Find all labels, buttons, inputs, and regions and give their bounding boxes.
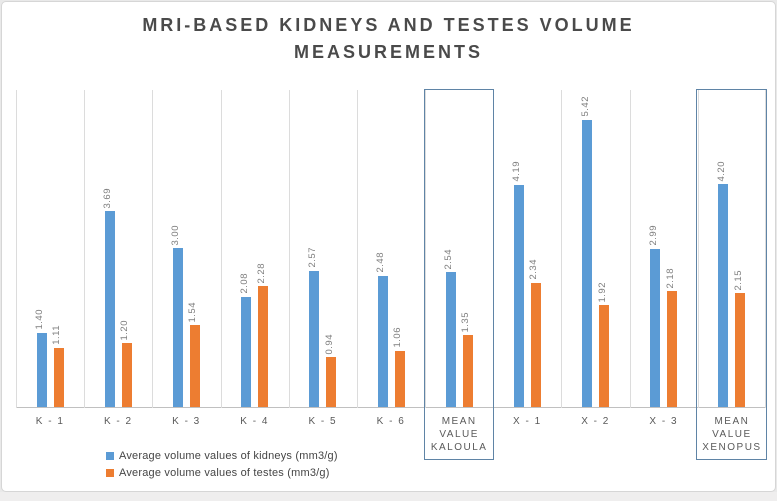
- gridline: [220, 90, 222, 408]
- value-label: 1.06: [392, 327, 403, 348]
- bar-testes-10: [667, 291, 678, 407]
- value-label: 2.34: [528, 259, 540, 280]
- bar-kidneys-1: [36, 332, 47, 407]
- page-background-strip: [0, 492, 777, 501]
- value-label: 1.92: [596, 281, 608, 303]
- value-label: 3.00: [170, 224, 182, 246]
- chart-frame: MRI-BASED KIDNEYS AND TESTES VOLUME MEAS…: [1, 1, 776, 492]
- value-label: 5.42: [579, 96, 591, 117]
- value-label: 4.19: [511, 161, 523, 182]
- bar-testes-11: [735, 293, 746, 407]
- legend-row: Average volume values of kidneys (mm3/g): [106, 447, 338, 464]
- bar-kidneys-3: [172, 248, 183, 407]
- value-label: 1.11: [51, 325, 63, 346]
- legend-label: Average volume values of testes (mm3/g): [119, 466, 330, 479]
- x-axis-line: [16, 407, 767, 408]
- legend-swatch-icon: [106, 451, 114, 460]
- gridline: [425, 90, 427, 408]
- category-label: MEAN VALUE XENOPUS: [702, 416, 762, 453]
- bar-kidneys-10: [650, 248, 661, 407]
- bar-testes-9: [599, 305, 610, 407]
- category-label: K - 6: [376, 416, 406, 427]
- category-label: X - 1: [513, 416, 542, 427]
- bar-kidneys-8: [513, 184, 524, 407]
- gridline: [288, 90, 290, 408]
- category-label: MEAN VALUE KALOULA: [430, 416, 488, 453]
- bar-kidneys-7: [445, 272, 456, 407]
- value-label: 1.54: [187, 301, 199, 323]
- bar-kidneys-11: [718, 184, 729, 407]
- value-label: 0.94: [323, 333, 335, 355]
- gridline: [697, 90, 699, 408]
- bar-kidneys-6: [377, 275, 388, 407]
- mean-highlight-box: [423, 89, 495, 460]
- bar-testes-6: [394, 350, 405, 407]
- category-label: K - 3: [172, 416, 201, 427]
- chart-title-line-1: MRI-BASED KIDNEYS AND TESTES VOLUME: [142, 15, 635, 35]
- value-label: 2.99: [647, 225, 659, 246]
- gridline: [561, 90, 563, 408]
- value-label: 2.57: [306, 247, 318, 268]
- category-label: K - 5: [308, 416, 338, 427]
- gridline: [629, 90, 631, 408]
- value-label: 1.40: [34, 309, 46, 330]
- x-axis-labels: K - 1 K - 2 K - 3 K - 4 K - 5 K - 6 MEAN VALUE K…: [16, 411, 766, 463]
- bar-testes-2: [121, 343, 132, 407]
- category-label: K - 2: [103, 416, 133, 427]
- bar-testes-1: [53, 348, 64, 407]
- value-label: 2.08: [238, 273, 250, 294]
- bar-testes-4: [258, 286, 269, 407]
- value-label: 1.20: [119, 319, 131, 341]
- chart-title-line-2: MEASUREMENTS: [293, 42, 483, 62]
- value-label: 3.69: [102, 187, 114, 209]
- bar-testes-3: [189, 325, 200, 407]
- legend: Average volume values of kidneys (mm3/g)…: [106, 447, 338, 481]
- chart-title: MRI-BASED KIDNEYS AND TESTES VOLUME MEAS…: [2, 12, 775, 66]
- value-label: 2.48: [375, 252, 386, 273]
- category-label: K - 1: [35, 416, 65, 427]
- category-label: X - 2: [581, 416, 610, 427]
- gridline: [84, 90, 86, 408]
- bar-kidneys-5: [309, 270, 320, 407]
- category-label: X - 3: [649, 416, 679, 427]
- category-label: K - 4: [240, 416, 269, 427]
- bar-kidneys-9: [582, 119, 593, 407]
- gridline: [356, 90, 358, 408]
- legend-label: Average volume values of kidneys (mm3/g): [119, 449, 338, 462]
- gridline: [765, 90, 766, 408]
- mean-highlight-box: [696, 89, 767, 460]
- legend-swatch-icon: [106, 468, 114, 477]
- plot-area: 1.40 1.11 3.69 1.20 3.00 1.54 2.08 2.28 2.57 0.94…: [16, 90, 767, 408]
- legend-row: Average volume values of testes (mm3/g): [106, 464, 338, 481]
- bar-kidneys-4: [241, 296, 252, 407]
- value-label: 2.28: [255, 262, 267, 284]
- gridline: [16, 90, 17, 408]
- gridline: [152, 90, 154, 408]
- bar-testes-5: [326, 357, 337, 407]
- value-label: 2.18: [664, 267, 676, 289]
- bar-testes-8: [530, 282, 541, 407]
- bar-testes-7: [462, 335, 473, 407]
- bar-kidneys-2: [104, 211, 115, 407]
